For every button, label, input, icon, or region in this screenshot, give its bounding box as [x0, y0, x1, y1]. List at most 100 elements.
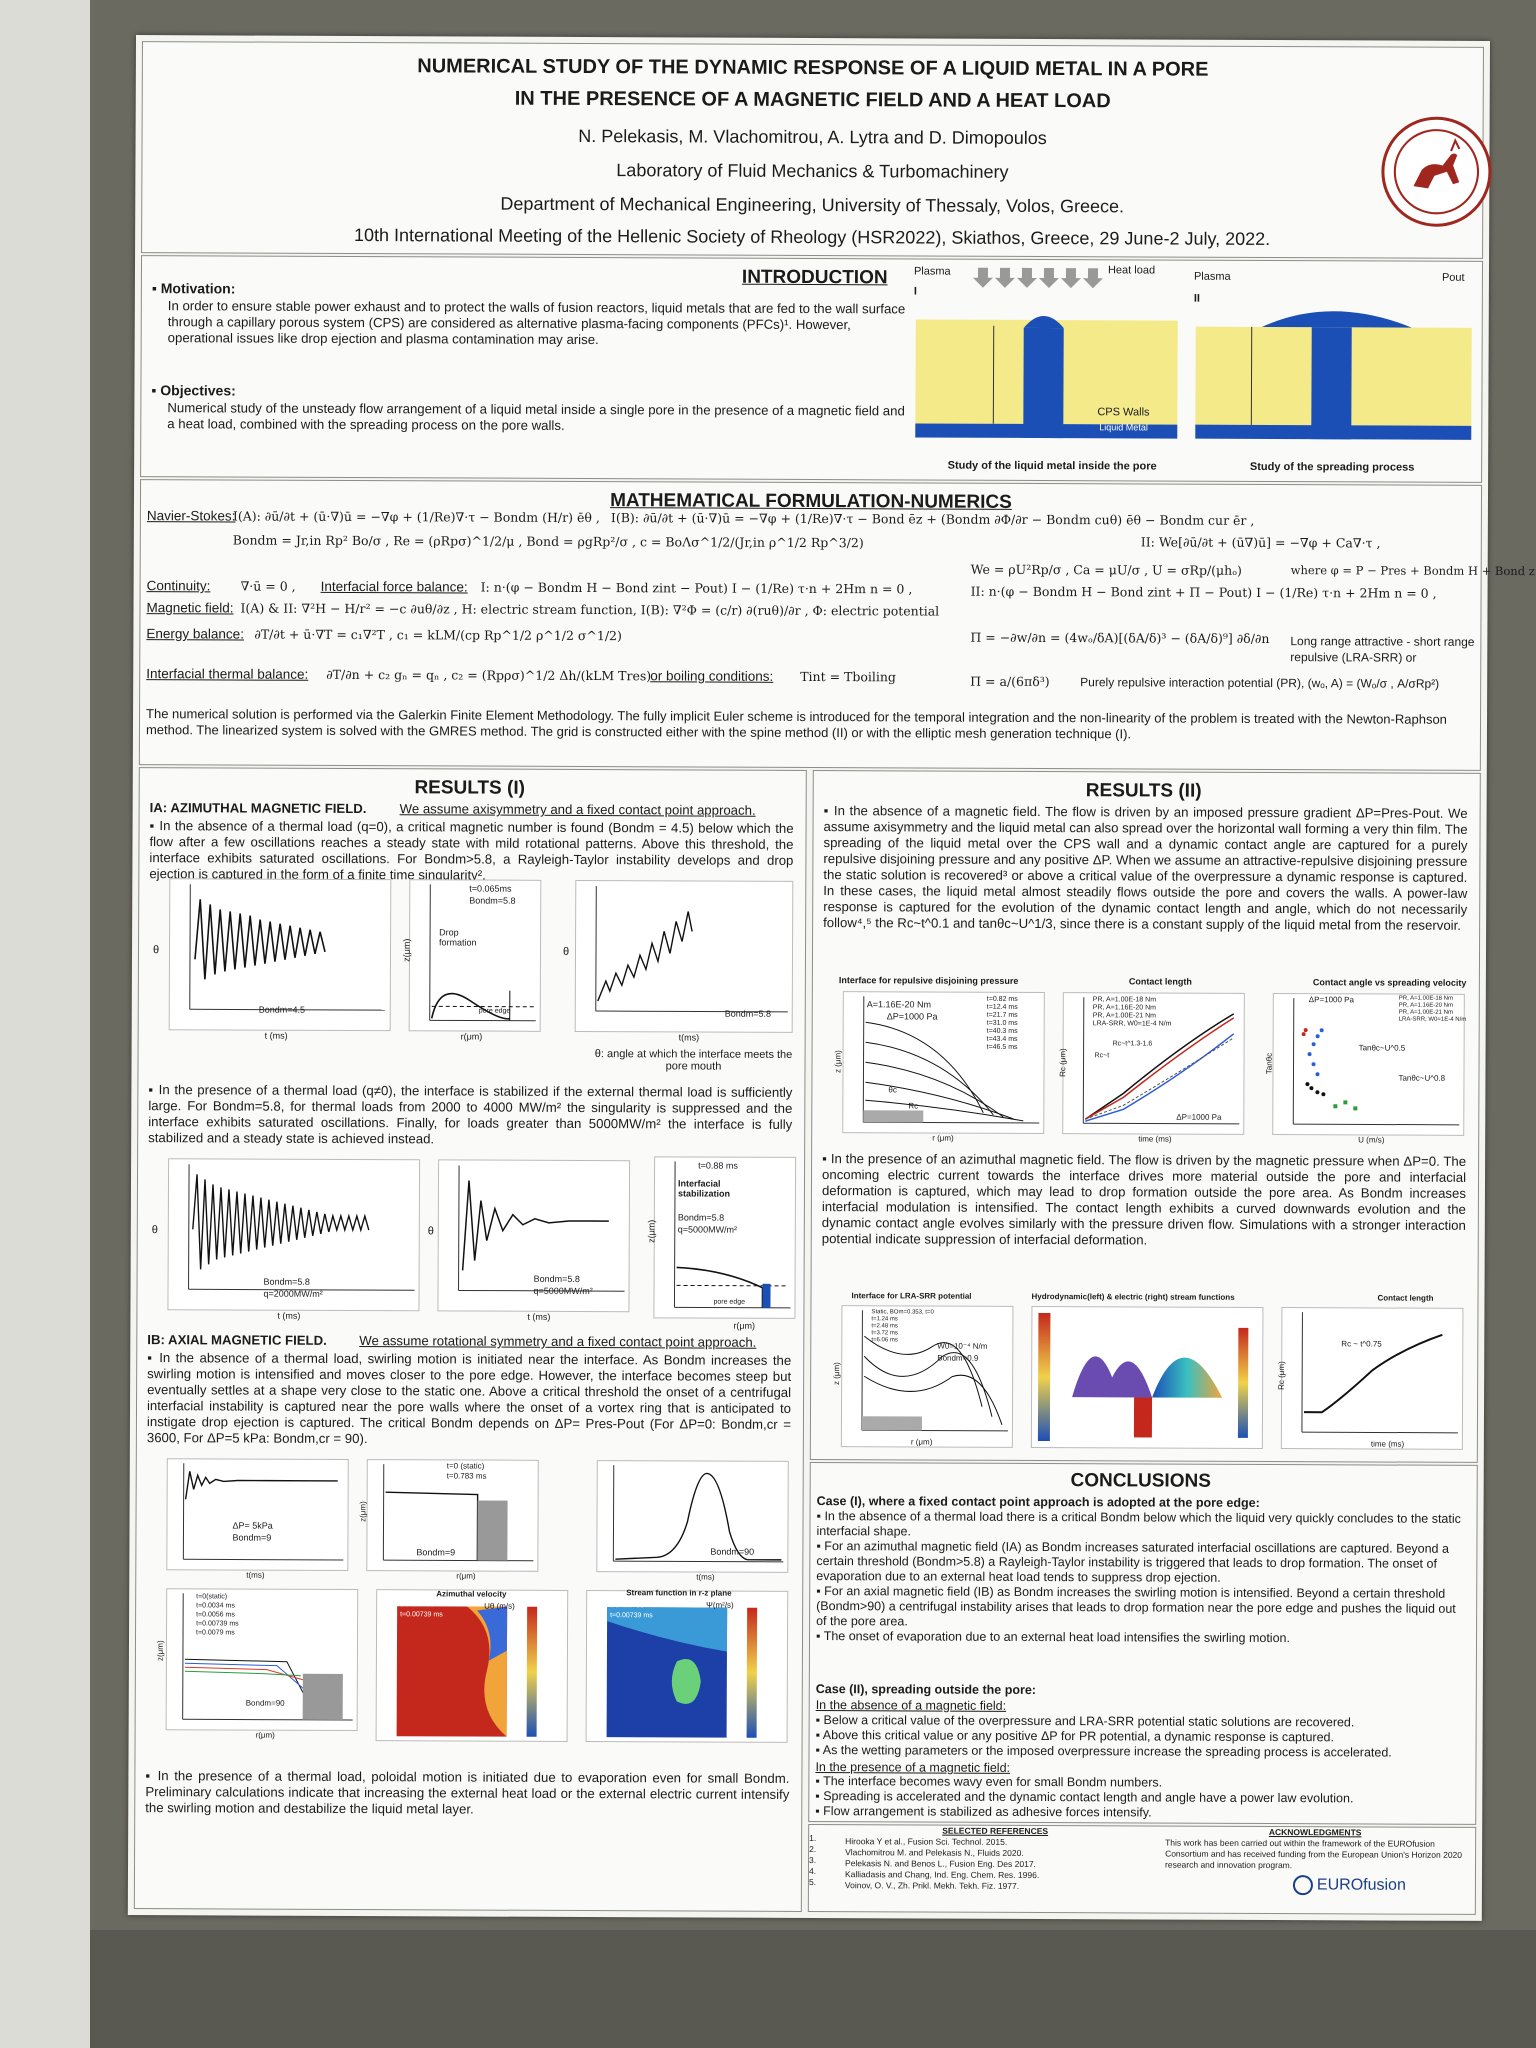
eurofusion-swirl-icon — [1292, 1875, 1313, 1896]
ns-eq-ib: I(B): ∂ū/∂t + (ū·∇)ū = −∇φ + (1/Re)∇·τ −… — [610, 510, 1255, 528]
fig-c-xlabel: t(ms) — [678, 1032, 700, 1043]
fig-a-ylabel: θ — [152, 944, 160, 957]
bond90-time-chart — [596, 1460, 789, 1573]
introduction-box: INTRODUCTION Motivation: In order to ens… — [140, 255, 1484, 483]
fig-m-legend-5: t=43.4 ms — [986, 1035, 1018, 1043]
fig-n-dp: ΔP=1000 Pa — [1176, 1112, 1222, 1122]
case2-list1: Below a critical value of the overpressu… — [815, 1713, 1465, 1761]
fig1-walls-label: CPS Walls — [1097, 406, 1150, 419]
wall-shadow — [90, 1930, 1536, 2048]
bond90-interface-evolution-chart — [165, 1588, 359, 1732]
repulsive-interface-chart — [842, 991, 1045, 1135]
fig-m-rc: Rc — [908, 1101, 919, 1111]
pr-potential-eq: Π = a/(6πδ³) — [970, 673, 1050, 690]
ifb-eq-i: I: n·(φ − Bondm H − Bond zint − Pout) I … — [480, 579, 913, 597]
ns-eq-ii: II: We[∂ū/∂t + (ū∇)ū] = −∇φ + Ca∇·τ , — [1140, 534, 1381, 551]
fig-a-xlabel: t (ms) — [264, 1030, 288, 1041]
fig-e-ylabel: θ — [427, 1225, 434, 1238]
fig-n-xlabel: time (ms) — [1138, 1134, 1172, 1144]
fig-p-ylabel: z (μm) — [832, 1362, 842, 1386]
fig-r-ylabel: Rc (μm) — [1276, 1361, 1287, 1390]
interface-stabilization-chart — [653, 1156, 797, 1319]
magnetic-eq: I(A) & II: ∇²H − H/r² = −c ∂uθ/∂z , H: e… — [240, 600, 940, 619]
fig-m-a: A=1.16E-20 Nm — [866, 999, 932, 1010]
fig-m-legend-2: t=21.7 ms — [986, 1011, 1018, 1019]
magnetic-label: Magnetic field: — [146, 600, 234, 616]
fig1-roman: I — [913, 285, 917, 298]
fig-b-ylabel: z(μm) — [401, 938, 412, 962]
fig-m-legend-6: t=46.5 ms — [986, 1043, 1018, 1051]
ia-paragraph-1: In the absence of a thermal load (q=0), … — [149, 818, 793, 885]
fig-j-xlabel: r(μm) — [255, 1730, 275, 1740]
fig-b-xlabel: r(μm) — [460, 1031, 483, 1042]
fig-k-unit: Uθ (m/s) — [484, 1601, 515, 1611]
phi-definition: where φ = P − Pres + Bondm H + Bond z — [1290, 563, 1535, 579]
conclusions-box: CONCLUSIONS Case (I), where a fixed cont… — [808, 1461, 1478, 1825]
reference-number-0: 1. — [809, 1833, 817, 1844]
fig-b-edge: pore edge — [478, 1007, 511, 1015]
fig-p-title: Interface for LRA-SRR potential — [851, 1291, 972, 1301]
results-ii-paragraph-1: In the absence of a magnetic field. The … — [823, 803, 1468, 934]
energy-eq: ∂T/∂t + ū·∇T = c₁∇²T , c₁ = kLM/(cp Rp^1… — [254, 626, 622, 644]
results-i-box: RESULTS (I) IA: AZIMUTHAL MAGNETIC FIELD… — [133, 767, 807, 1912]
lra-text: Long range attractive - short range repu… — [1290, 634, 1475, 665]
fig-r-xlabel: time (ms) — [1370, 1439, 1405, 1449]
fig-o-law1: Tanθc~U^0.5 — [1358, 1043, 1406, 1053]
stream-functions-contour — [1030, 1305, 1264, 1449]
fig-p-legend-4: t=6.06 ms — [871, 1337, 898, 1344]
ifb-label: Interfacial force balance: — [320, 578, 468, 595]
itb-eq: ∂T/∂n + c₂ gₙ = qₙ , c₂ = (Rpρσ)^1/2 Δh/… — [326, 666, 652, 684]
fig-n-legend: PR, A=1.00E-18 Nm PR, A=1.16E-20 Nm PR, … — [1093, 996, 1172, 1028]
azimuthal-velocity-contour — [375, 1589, 569, 1742]
fig-n-law: Rc~t^1.3-1.6 — [1112, 1040, 1153, 1048]
fig-e-label2: q=5000MW/m² — [533, 1285, 593, 1297]
fig-n-ylabel: Rc (μm) — [1058, 1048, 1068, 1077]
case2-list2: The interface becomes wavy even for smal… — [815, 1774, 1465, 1822]
fig-c-ylabel: θ — [562, 945, 570, 958]
fig-n-law2: Rc~t — [1094, 1052, 1110, 1060]
case1-item-2: For an axial magnetic field (IB) as Bond… — [816, 1584, 1466, 1632]
fig-h-xlabel: r(μm) — [456, 1571, 476, 1581]
fig1-caption: Study of the liquid metal inside the por… — [947, 459, 1157, 473]
pore-schematic-figure — [911, 263, 1182, 454]
fig-d-ylabel: θ — [151, 1224, 158, 1237]
reference-numbers: 1. 2. 3. 4. 5. — [809, 1833, 831, 1888]
fig1-plasma-label: Plasma — [913, 265, 951, 278]
fig-l-label2: t=0.00739 ms — [610, 1612, 653, 1620]
fig-n-legend-3: LRA-SRR, W0=1E-4 N/m — [1092, 1020, 1172, 1028]
lra-potential-eq: Π = −∂w/∂n = (4wₒ/δA)[(δA/δ)³ − (δA/δ)⁹]… — [970, 629, 1270, 646]
fig-o-ylabel: Tanθc — [1264, 1052, 1274, 1075]
university-logo-icon — [1381, 116, 1492, 227]
fig-l-title: Stream function in r-z plane — [626, 1588, 732, 1598]
lra-interface-chart — [840, 1305, 1014, 1448]
poster-title-line1: NUMERICAL STUDY OF THE DYNAMIC RESPONSE … — [417, 55, 1209, 81]
contact-angle-chart — [1272, 993, 1465, 1136]
fig-o-dp: ΔP=1000 Pa — [1308, 995, 1354, 1005]
fig-o-legend: PR, A=1.00E-18 Nm PR, A=1.16E-20 Nm PR, … — [1399, 996, 1467, 1024]
fig-o-xlabel: U (m/s) — [1358, 1135, 1385, 1145]
spreading-schematic-figure — [1191, 265, 1476, 456]
fig-e-label1: Bondm=5.8 — [533, 1273, 580, 1284]
fig-f-edge: pore edge — [713, 1298, 746, 1306]
department: Department of Mechanical Engineering, Un… — [500, 193, 1125, 217]
motivation-label: Motivation: — [152, 280, 236, 296]
fig-f-stab: Interfacial stabilization — [677, 1178, 730, 1199]
bond9-interface-chart — [366, 1459, 539, 1572]
fig-l-label1: Bondm=90 — [610, 1602, 645, 1610]
itb-label: Interfacial thermal balance: — [146, 666, 309, 682]
lab-name: Laboratory of Fluid Mechanics & Turbomac… — [616, 160, 1009, 182]
theta-vs-time-bond45-chart — [168, 878, 392, 1032]
fig-d-label2: q=2000MW/m² — [263, 1288, 323, 1299]
dimless-groups: Bondm = Jr,in Rp² Bo/σ , Re = (ρRpσ)^1/2… — [232, 532, 864, 551]
fig-i-xlabel: t(ms) — [696, 1572, 715, 1582]
objectives-label: Objectives: — [151, 382, 236, 398]
fig-o-title: Contact angle vs spreading velocity — [1312, 977, 1467, 988]
intro-heading: INTRODUCTION — [741, 266, 888, 289]
fig-f-legend: t=0.88 ms — [698, 1160, 738, 1171]
fig-k-label1: Bondm=90 — [400, 1601, 435, 1609]
ns-eq-ia: I(A): ∂ū/∂t + (ū·∇)ū = −∇φ + (1/Re)∇·τ −… — [232, 508, 600, 526]
fig-g-xlabel: t(ms) — [246, 1570, 265, 1580]
fig-m-xlabel: r (μm) — [932, 1133, 954, 1143]
contact-length-magnetic-chart — [1280, 1307, 1464, 1450]
eurofusion-logo-text: EUROfusion — [1316, 1876, 1406, 1894]
